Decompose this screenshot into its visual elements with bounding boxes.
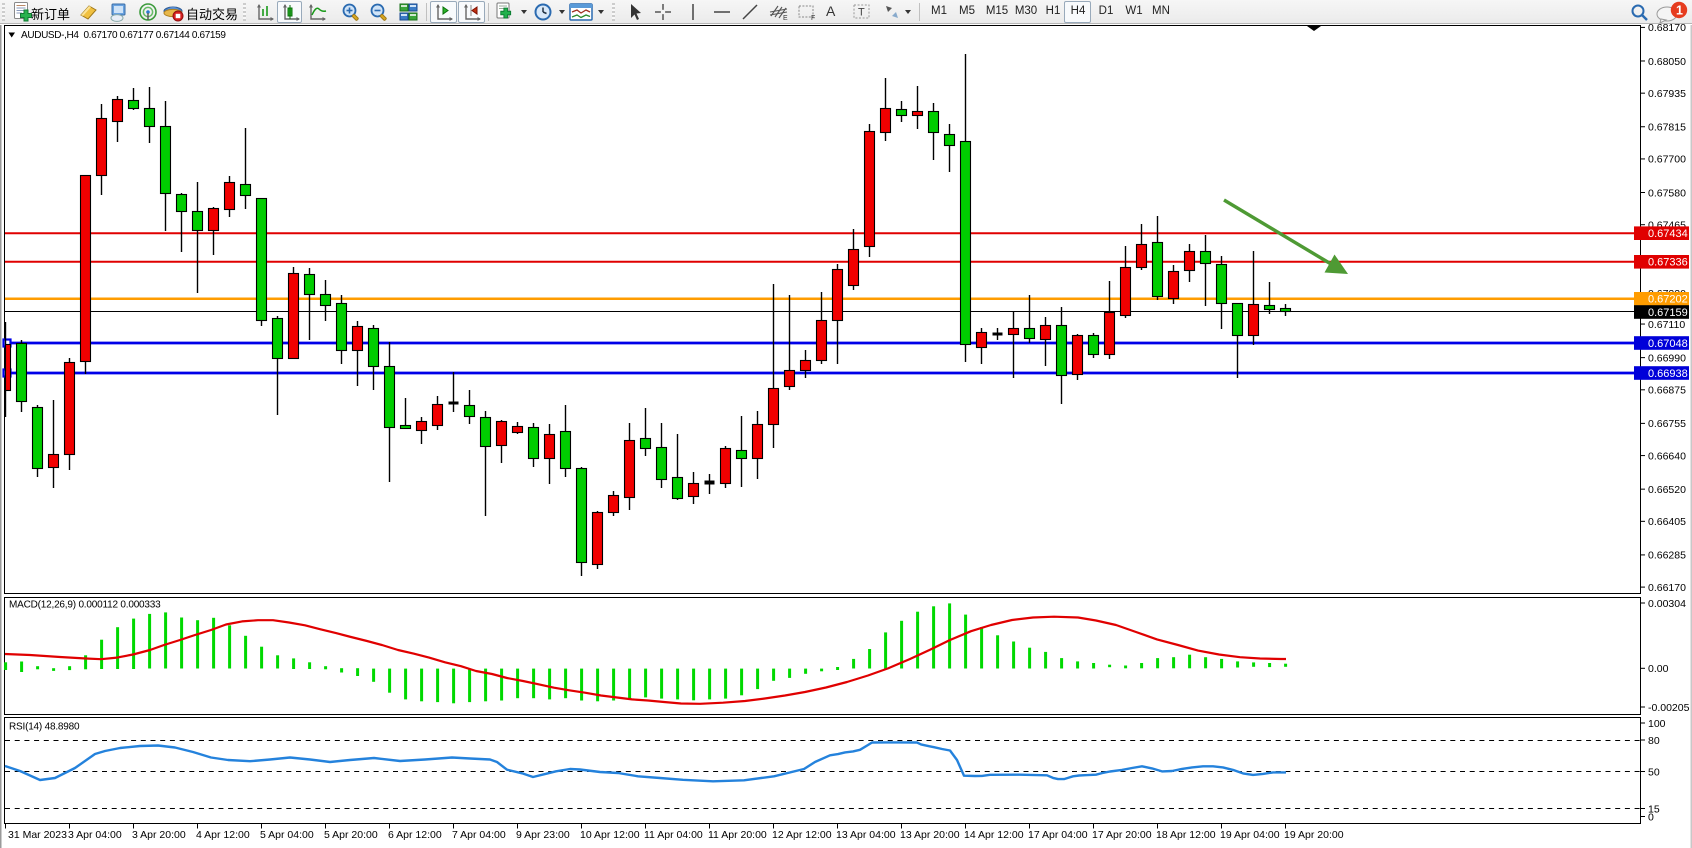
svg-text:0.67815: 0.67815 — [1648, 122, 1686, 134]
svg-text:0.66520: 0.66520 — [1648, 484, 1686, 496]
svg-text:0.67434: 0.67434 — [1648, 228, 1688, 240]
svg-text:0.68170: 0.68170 — [1648, 22, 1686, 34]
svg-text:-0.00205: -0.00205 — [1648, 702, 1690, 714]
svg-text:19 Apr 04:00: 19 Apr 04:00 — [1220, 829, 1280, 841]
svg-text:0.66640: 0.66640 — [1648, 450, 1686, 462]
svg-text:0.67202: 0.67202 — [1648, 294, 1688, 306]
svg-text:50: 50 — [1648, 766, 1660, 778]
svg-text:12 Apr 12:00: 12 Apr 12:00 — [772, 829, 832, 841]
svg-text:0: 0 — [1648, 811, 1654, 823]
svg-text:0.67935: 0.67935 — [1648, 88, 1686, 100]
svg-text:AUDUSD-,H4 0.67170 0.67177 0.: AUDUSD-,H4 0.67170 0.67177 0.67144 0.671… — [21, 30, 226, 41]
svg-text:0.00304: 0.00304 — [1648, 598, 1686, 610]
svg-text:19 Apr 20:00: 19 Apr 20:00 — [1284, 829, 1344, 841]
svg-text:T: T — [858, 7, 865, 19]
svg-text:4 Apr 12:00: 4 Apr 12:00 — [196, 829, 250, 841]
svg-text:7 Apr 04:00: 7 Apr 04:00 — [452, 829, 506, 841]
svg-text:11 Apr 20:00: 11 Apr 20:00 — [708, 829, 767, 841]
svg-text:17 Apr 04:00: 17 Apr 04:00 — [1028, 829, 1088, 841]
svg-text:F: F — [811, 15, 815, 22]
svg-text:E: E — [783, 15, 788, 22]
svg-text:0.67700: 0.67700 — [1648, 154, 1686, 166]
svg-text:5 Apr 20:00: 5 Apr 20:00 — [324, 829, 378, 841]
svg-text:0.66875: 0.66875 — [1648, 385, 1686, 397]
svg-text:0.67159: 0.67159 — [1648, 307, 1688, 319]
svg-text:0.00: 0.00 — [1648, 663, 1669, 675]
svg-text:RSI(14) 48.8980: RSI(14) 48.8980 — [9, 722, 80, 733]
svg-text:10 Apr 12:00: 10 Apr 12:00 — [580, 829, 640, 841]
svg-text:0.66938: 0.66938 — [1648, 368, 1688, 380]
svg-text:18 Apr 12:00: 18 Apr 12:00 — [1156, 829, 1216, 841]
svg-text:6 Apr 12:00: 6 Apr 12:00 — [388, 829, 442, 841]
svg-text:0.66755: 0.66755 — [1648, 418, 1686, 430]
svg-text:0.68050: 0.68050 — [1648, 56, 1686, 68]
svg-text:3 Apr 20:00: 3 Apr 20:00 — [132, 829, 186, 841]
svg-text:11 Apr 04:00: 11 Apr 04:00 — [644, 829, 703, 841]
svg-text:0.67580: 0.67580 — [1648, 187, 1686, 199]
svg-text:13 Apr 20:00: 13 Apr 20:00 — [900, 829, 960, 841]
svg-text:100: 100 — [1648, 718, 1666, 730]
svg-text:0.66990: 0.66990 — [1648, 352, 1686, 364]
svg-text:3 Apr 04:00: 3 Apr 04:00 — [68, 829, 122, 841]
svg-text:80: 80 — [1648, 735, 1660, 747]
svg-text:31 Mar 2023: 31 Mar 2023 — [8, 829, 67, 841]
svg-text:0.66405: 0.66405 — [1648, 516, 1686, 528]
svg-text:0.66170: 0.66170 — [1648, 582, 1686, 594]
svg-text:13 Apr 04:00: 13 Apr 04:00 — [836, 829, 896, 841]
svg-text:0.67336: 0.67336 — [1648, 257, 1688, 269]
svg-text:0.67110: 0.67110 — [1648, 319, 1685, 331]
svg-text:17 Apr 20:00: 17 Apr 20:00 — [1092, 829, 1152, 841]
svg-text:MACD(12,26,9) 0.000112 0.00033: MACD(12,26,9) 0.000112 0.000333 — [9, 599, 161, 610]
svg-text:5 Apr 04:00: 5 Apr 04:00 — [260, 829, 314, 841]
svg-text:14 Apr 12:00: 14 Apr 12:00 — [964, 829, 1024, 841]
svg-text:9 Apr 23:00: 9 Apr 23:00 — [516, 829, 570, 841]
svg-text:1: 1 — [1676, 4, 1683, 18]
svg-text:0.67048: 0.67048 — [1648, 338, 1688, 350]
svg-text:0.66285: 0.66285 — [1648, 550, 1686, 562]
svg-text:15: 15 — [1648, 803, 1660, 815]
